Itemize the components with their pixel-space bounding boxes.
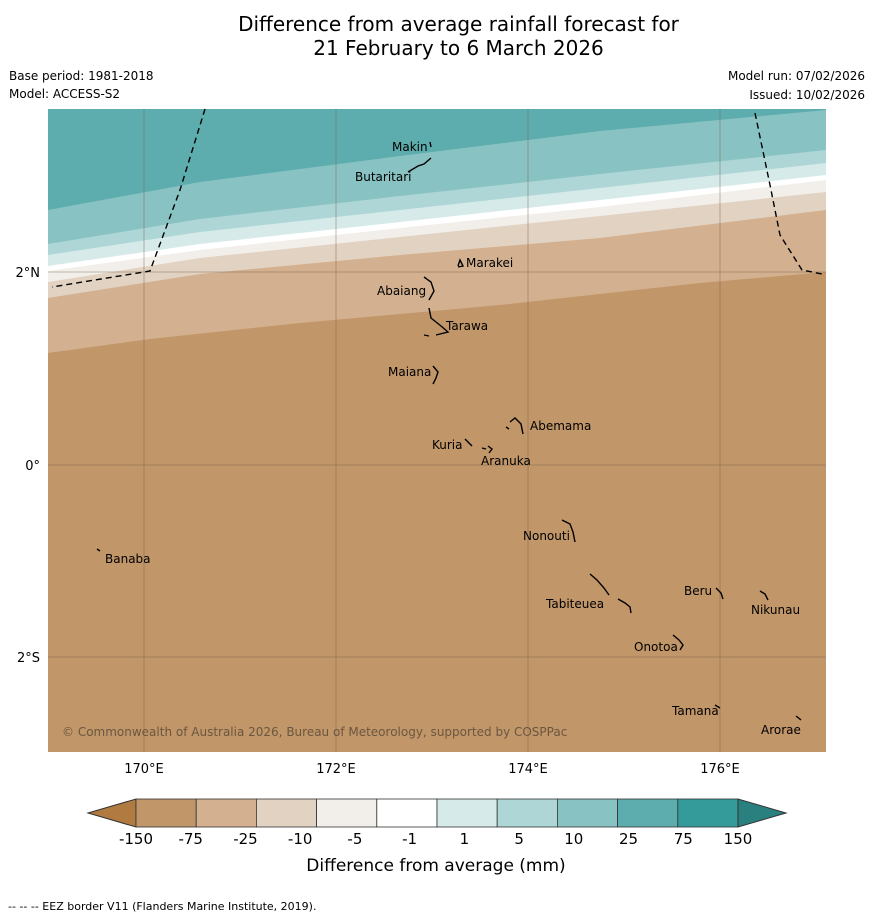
legend-tick-label: -1 — [402, 830, 417, 848]
lon-label-176: 176°E — [700, 762, 740, 777]
legend-tick-label: 150 — [724, 830, 753, 848]
lat-tick-labels: 2°N 0° 2°S — [16, 266, 41, 666]
legend-swatch — [376, 798, 438, 828]
lon-tick-labels: 170°E 172°E 174°E 176°E — [124, 762, 740, 777]
legend-tick-label: -25 — [233, 830, 258, 848]
island-arorae — [795, 715, 802, 721]
island-maiana — [432, 365, 439, 385]
legend-swatch — [557, 798, 619, 828]
title-line-1: Difference from average rainfall forecas… — [238, 12, 679, 36]
label-nikunau: Nikunau — [751, 603, 800, 617]
legend-colorbar: -150 -75 -25 -10 -5 -1 1 5 10 25 75 150 Difference … — [86, 798, 788, 876]
place-labels: Makin Butaritari Marakei Abaiang Tarawa … — [105, 140, 801, 737]
legend-extend-low — [86, 798, 137, 828]
legend-tick-label: -75 — [178, 830, 203, 848]
legend-tick-label: 25 — [619, 830, 638, 848]
legend-tick-label: 75 — [674, 830, 693, 848]
legend-tick-label: 1 — [460, 830, 470, 848]
island-nikunau — [759, 590, 769, 601]
lon-label-172: 172°E — [316, 762, 356, 777]
label-beru: Beru — [684, 584, 712, 598]
legend-tick-label: 5 — [514, 830, 524, 848]
legend-tick-label: 10 — [564, 830, 583, 848]
legend-tick-label: -10 — [288, 830, 313, 848]
label-tabiteuea: Tabiteuea — [545, 597, 604, 611]
legend-swatch — [677, 798, 739, 828]
island-beru — [715, 587, 724, 600]
island-aranuka — [481, 445, 493, 454]
island-tamana — [714, 704, 721, 709]
island-butaritari — [407, 157, 432, 173]
legend-extend-high — [737, 798, 788, 828]
label-arorae: Arorae — [761, 723, 801, 737]
band-plus-25 — [48, 109, 826, 210]
eez-footnote: -- -- -- EEZ border V11 (Flanders Marine… — [8, 900, 317, 913]
label-aranuka: Aranuka — [481, 454, 531, 468]
legend-label: Difference from average (mm) — [306, 856, 565, 876]
rainfall-bands — [48, 109, 826, 752]
label-abemama: Abemama — [530, 419, 591, 433]
label-makin: Makin — [392, 140, 428, 154]
lon-label-174: 174°E — [508, 762, 548, 777]
legend-swatch — [255, 798, 317, 828]
label-banaba: Banaba — [105, 552, 151, 566]
base-period: Base period: 1981-2018 — [9, 69, 154, 83]
island-abaiang — [423, 276, 435, 301]
lat-label-2n: 2°N — [16, 266, 41, 281]
gridlines — [48, 109, 826, 752]
lat-label-2s: 2°S — [17, 651, 40, 666]
legend-swatch — [496, 798, 558, 828]
island-tarawa — [423, 307, 450, 337]
legend-tick-label: -5 — [347, 830, 362, 848]
island-onotoa — [672, 634, 684, 651]
issued-date: Issued: 10/02/2026 — [749, 88, 865, 102]
model-name: Model: ACCESS-S2 — [9, 87, 121, 101]
title-line-2: 21 February to 6 March 2026 — [313, 36, 604, 60]
legend-tick-label: -150 — [119, 830, 153, 848]
island-abemama — [505, 417, 524, 435]
legend-swatch — [617, 798, 679, 828]
copyright-text: © Commonwealth of Australia 2026, Bureau… — [62, 725, 567, 739]
label-maiana: Maiana — [388, 365, 431, 379]
island-kuria — [464, 438, 473, 447]
label-nonouti: Nonouti — [523, 529, 570, 543]
label-butaritari: Butaritari — [355, 170, 412, 184]
lon-label-170: 170°E — [124, 762, 164, 777]
legend-swatch — [316, 798, 378, 828]
label-kuria: Kuria — [432, 438, 463, 452]
island-tabiteuea — [589, 573, 632, 614]
island-outlines — [96, 141, 802, 721]
legend-swatch — [436, 798, 498, 828]
chart-title: Difference from average rainfall forecas… — [0, 12, 873, 60]
island-nonouti — [561, 519, 576, 543]
legend-swatch — [195, 798, 257, 828]
island-banaba — [96, 548, 101, 552]
label-tamana: Tamana — [671, 704, 719, 718]
legend-swatch — [135, 798, 197, 828]
model-run-date: Model run: 07/02/2026 — [727, 69, 865, 83]
label-onotoa: Onotoa — [634, 640, 678, 654]
eez-border — [51, 108, 823, 288]
island-marakei — [457, 258, 465, 268]
label-abaiang: Abaiang — [377, 284, 426, 298]
island-makin — [429, 141, 432, 148]
lat-label-0: 0° — [25, 459, 40, 474]
label-tarawa: Tarawa — [445, 319, 488, 333]
label-marakei: Marakei — [466, 256, 513, 270]
